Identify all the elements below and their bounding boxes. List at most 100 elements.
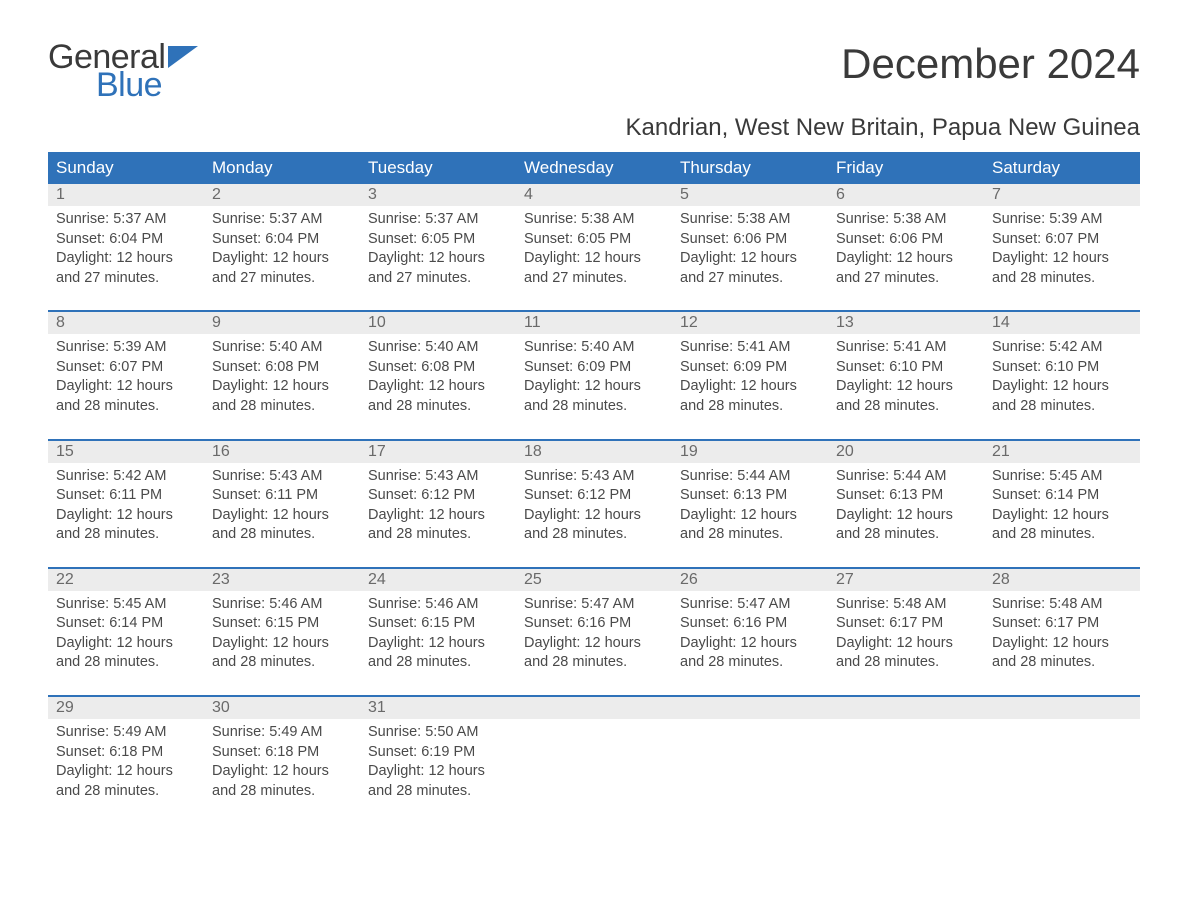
day-cell: Sunrise: 5:39 AMSunset: 6:07 PMDaylight:… xyxy=(48,334,204,424)
day-d2: and 28 minutes. xyxy=(56,397,196,417)
day-d1: Daylight: 12 hours xyxy=(992,377,1132,397)
day-sunrise: Sunrise: 5:40 AM xyxy=(368,338,508,358)
day-d1: Daylight: 12 hours xyxy=(836,249,976,269)
day-d2: and 27 minutes. xyxy=(56,269,196,289)
day-d2: and 28 minutes. xyxy=(992,525,1132,545)
day-sunset: Sunset: 6:08 PM xyxy=(212,358,352,378)
day-d2: and 27 minutes. xyxy=(680,269,820,289)
day-d1: Daylight: 12 hours xyxy=(524,634,664,654)
day-d2: and 28 minutes. xyxy=(680,397,820,417)
day-sunrise: Sunrise: 5:48 AM xyxy=(836,595,976,615)
day-sunrise: Sunrise: 5:42 AM xyxy=(56,467,196,487)
day-number: 7 xyxy=(984,184,1140,206)
day-sunset: Sunset: 6:15 PM xyxy=(368,614,508,634)
day-sunrise: Sunrise: 5:40 AM xyxy=(212,338,352,358)
day-d2: and 28 minutes. xyxy=(680,653,820,673)
day-sunset: Sunset: 6:19 PM xyxy=(368,743,508,763)
day-sunrise: Sunrise: 5:44 AM xyxy=(836,467,976,487)
day-d2: and 27 minutes. xyxy=(524,269,664,289)
day-cell: Sunrise: 5:37 AMSunset: 6:05 PMDaylight:… xyxy=(360,206,516,296)
day-d1: Daylight: 12 hours xyxy=(368,762,508,782)
day-sunrise: Sunrise: 5:47 AM xyxy=(680,595,820,615)
day-d1: Daylight: 12 hours xyxy=(368,377,508,397)
day-d2: and 28 minutes. xyxy=(524,653,664,673)
day-d1: Daylight: 12 hours xyxy=(368,634,508,654)
day-d2: and 28 minutes. xyxy=(836,397,976,417)
day-number-row: 891011121314 xyxy=(48,312,1140,334)
calendar: SundayMondayTuesdayWednesdayThursdayFrid… xyxy=(48,152,1140,809)
day-sunrise: Sunrise: 5:43 AM xyxy=(524,467,664,487)
day-sunrise: Sunrise: 5:46 AM xyxy=(368,595,508,615)
day-cell: Sunrise: 5:41 AMSunset: 6:10 PMDaylight:… xyxy=(828,334,984,424)
day-number: 17 xyxy=(360,441,516,463)
day-sunrise: Sunrise: 5:39 AM xyxy=(992,210,1132,230)
day-sunrise: Sunrise: 5:38 AM xyxy=(836,210,976,230)
day-sunset: Sunset: 6:04 PM xyxy=(212,230,352,250)
day-sunrise: Sunrise: 5:42 AM xyxy=(992,338,1132,358)
day-d1: Daylight: 12 hours xyxy=(992,249,1132,269)
day-sunset: Sunset: 6:16 PM xyxy=(524,614,664,634)
day-sunrise: Sunrise: 5:39 AM xyxy=(56,338,196,358)
day-sunrise: Sunrise: 5:43 AM xyxy=(368,467,508,487)
page-title: December 2024 xyxy=(841,40,1140,88)
day-cell: Sunrise: 5:42 AMSunset: 6:10 PMDaylight:… xyxy=(984,334,1140,424)
day-cell xyxy=(984,719,1140,809)
day-sunrise: Sunrise: 5:45 AM xyxy=(992,467,1132,487)
day-sunset: Sunset: 6:04 PM xyxy=(56,230,196,250)
weekday-header: Monday xyxy=(204,152,360,184)
day-cell: Sunrise: 5:38 AMSunset: 6:06 PMDaylight:… xyxy=(828,206,984,296)
day-cell: Sunrise: 5:43 AMSunset: 6:12 PMDaylight:… xyxy=(516,463,672,553)
day-number: 18 xyxy=(516,441,672,463)
day-d2: and 28 minutes. xyxy=(836,653,976,673)
day-number: 6 xyxy=(828,184,984,206)
day-number: 27 xyxy=(828,569,984,591)
day-d1: Daylight: 12 hours xyxy=(56,506,196,526)
day-number: 24 xyxy=(360,569,516,591)
day-d1: Daylight: 12 hours xyxy=(680,377,820,397)
weekday-header: Thursday xyxy=(672,152,828,184)
day-sunrise: Sunrise: 5:46 AM xyxy=(212,595,352,615)
day-d2: and 28 minutes. xyxy=(368,653,508,673)
day-d2: and 28 minutes. xyxy=(56,782,196,802)
day-number: 26 xyxy=(672,569,828,591)
day-number: 11 xyxy=(516,312,672,334)
day-cell: Sunrise: 5:46 AMSunset: 6:15 PMDaylight:… xyxy=(204,591,360,681)
day-sunrise: Sunrise: 5:45 AM xyxy=(56,595,196,615)
day-d2: and 28 minutes. xyxy=(56,525,196,545)
day-number: 29 xyxy=(48,697,204,719)
week-row: Sunrise: 5:49 AMSunset: 6:18 PMDaylight:… xyxy=(48,719,1140,809)
day-number xyxy=(828,697,984,719)
day-sunset: Sunset: 6:16 PM xyxy=(680,614,820,634)
day-sunset: Sunset: 6:09 PM xyxy=(680,358,820,378)
day-number: 30 xyxy=(204,697,360,719)
weekday-header: Sunday xyxy=(48,152,204,184)
day-sunrise: Sunrise: 5:41 AM xyxy=(680,338,820,358)
day-cell: Sunrise: 5:44 AMSunset: 6:13 PMDaylight:… xyxy=(672,463,828,553)
day-cell: Sunrise: 5:38 AMSunset: 6:05 PMDaylight:… xyxy=(516,206,672,296)
weekday-header: Wednesday xyxy=(516,152,672,184)
day-d2: and 28 minutes. xyxy=(992,653,1132,673)
week-row: Sunrise: 5:39 AMSunset: 6:07 PMDaylight:… xyxy=(48,334,1140,424)
day-number: 10 xyxy=(360,312,516,334)
day-number: 25 xyxy=(516,569,672,591)
day-number: 13 xyxy=(828,312,984,334)
day-d1: Daylight: 12 hours xyxy=(212,506,352,526)
day-cell: Sunrise: 5:45 AMSunset: 6:14 PMDaylight:… xyxy=(984,463,1140,553)
day-number: 21 xyxy=(984,441,1140,463)
day-sunrise: Sunrise: 5:41 AM xyxy=(836,338,976,358)
day-d2: and 28 minutes. xyxy=(212,653,352,673)
day-sunset: Sunset: 6:14 PM xyxy=(56,614,196,634)
day-d2: and 27 minutes. xyxy=(368,269,508,289)
day-d1: Daylight: 12 hours xyxy=(368,249,508,269)
brand-flag-icon xyxy=(168,46,200,68)
day-cell: Sunrise: 5:39 AMSunset: 6:07 PMDaylight:… xyxy=(984,206,1140,296)
day-sunrise: Sunrise: 5:49 AM xyxy=(212,723,352,743)
location-subtitle: Kandrian, West New Britain, Papua New Gu… xyxy=(48,114,1140,142)
day-d1: Daylight: 12 hours xyxy=(212,634,352,654)
day-d2: and 28 minutes. xyxy=(212,782,352,802)
day-d1: Daylight: 12 hours xyxy=(524,506,664,526)
day-number xyxy=(672,697,828,719)
day-sunset: Sunset: 6:09 PM xyxy=(524,358,664,378)
day-d2: and 28 minutes. xyxy=(524,397,664,417)
day-sunset: Sunset: 6:14 PM xyxy=(992,486,1132,506)
